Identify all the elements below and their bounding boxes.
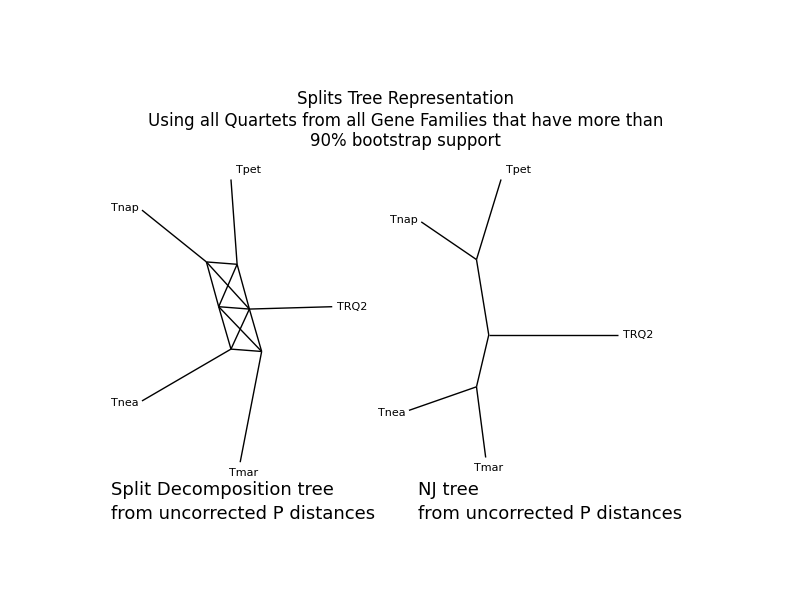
Text: TRQ2: TRQ2 bbox=[337, 302, 367, 312]
Text: NJ tree: NJ tree bbox=[418, 482, 479, 499]
Text: 90% bootstrap support: 90% bootstrap support bbox=[310, 132, 501, 151]
Text: Tnap: Tnap bbox=[390, 215, 418, 225]
Text: Tnea: Tnea bbox=[111, 398, 139, 408]
Text: from uncorrected P distances: from uncorrected P distances bbox=[418, 505, 682, 523]
Text: from uncorrected P distances: from uncorrected P distances bbox=[111, 505, 375, 523]
Text: Tmar: Tmar bbox=[229, 468, 258, 478]
Text: Using all Quartets from all Gene Families that have more than: Using all Quartets from all Gene Familie… bbox=[148, 111, 664, 130]
Text: Tnea: Tnea bbox=[379, 408, 406, 418]
Text: Tpet: Tpet bbox=[506, 165, 531, 175]
Text: Tnap: Tnap bbox=[111, 203, 139, 213]
Text: Split Decomposition tree: Split Decomposition tree bbox=[111, 482, 334, 499]
Text: Tpet: Tpet bbox=[236, 165, 261, 175]
Text: TRQ2: TRQ2 bbox=[623, 330, 653, 340]
Text: Tmar: Tmar bbox=[474, 463, 504, 473]
Text: Splits Tree Representation: Splits Tree Representation bbox=[298, 91, 514, 108]
